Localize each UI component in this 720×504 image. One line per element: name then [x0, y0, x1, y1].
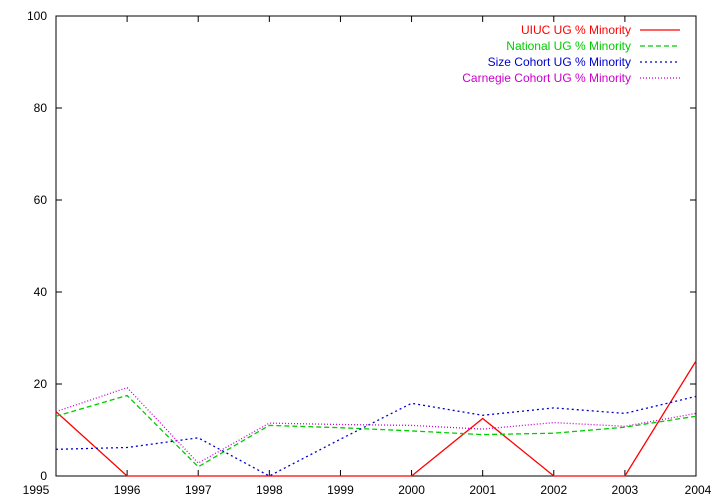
x-tick-label: 1998 [256, 483, 283, 497]
legend-label-1: UIUC UG % Minority [521, 23, 631, 37]
y-tick-label: 20 [34, 377, 48, 391]
series-line-4 [55, 386, 697, 464]
x-tick-label: 2003 [612, 483, 639, 497]
legend-label-2: National UG % Minority [506, 39, 631, 53]
series-line-1 [55, 360, 697, 477]
x-tick-label: 1996 [114, 483, 141, 497]
x-tick-label: 2001 [469, 483, 496, 497]
y-tick-label: 40 [34, 285, 48, 299]
x-tick-label: 2002 [540, 483, 567, 497]
series-line-2 [55, 394, 697, 468]
plot-frame [55, 15, 697, 477]
legend-label-3: Size Cohort UG % Minority [488, 55, 631, 69]
y-tick-label: 100 [27, 9, 47, 23]
x-tick-label: 2000 [398, 483, 425, 497]
legend-label-4: Carnegie Cohort UG % Minority [462, 71, 631, 85]
y-tick-label: 60 [34, 193, 48, 207]
legend: UIUC UG % Minority National UG % Minority… [462, 23, 680, 85]
y-tick-label: 80 [34, 101, 48, 115]
series-line-3 [55, 395, 697, 477]
x-tick-label: 1995 [23, 483, 50, 497]
axis-ticks: 0 20 40 60 80 100 1995 1996 1997 1998 1999 2000 2001… [23, 9, 712, 497]
series-layer [55, 360, 697, 477]
x-tick-label: 1999 [327, 483, 354, 497]
x-tick-label: 2004 [685, 483, 712, 497]
y-tick-label: 0 [40, 469, 47, 483]
x-tick-label: 1997 [185, 483, 212, 497]
